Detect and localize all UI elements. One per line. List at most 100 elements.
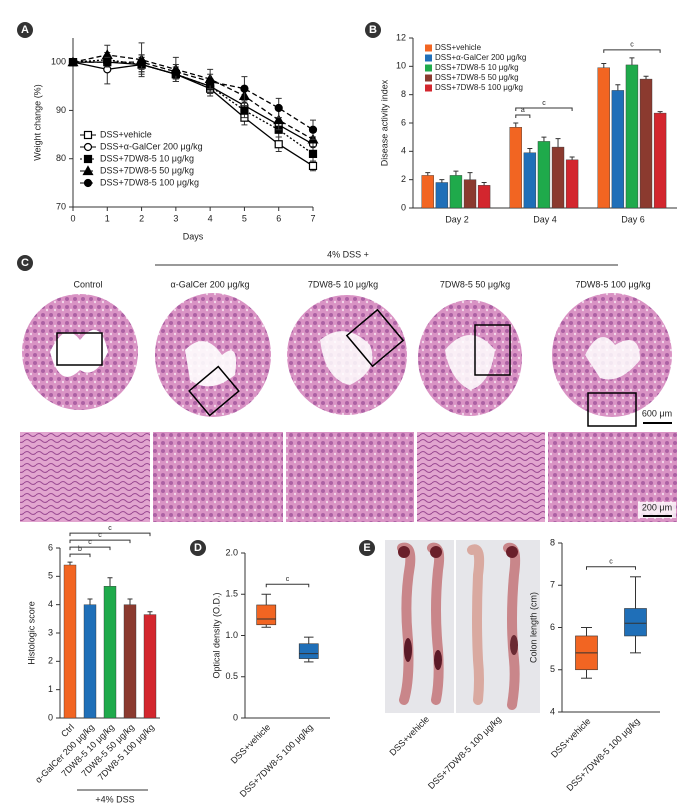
y-axis-label: Optical density (O.D.) — [211, 592, 221, 678]
photo-label: DSS+7DW8-5 100 μg/kg — [426, 714, 503, 791]
x-tick-label: 3 — [173, 213, 178, 223]
bar — [463, 179, 477, 209]
point — [137, 58, 146, 67]
legend-label: DSS+α-GalCer 200 μg/kg — [435, 53, 526, 62]
significance-bracket — [586, 566, 636, 570]
y-tick-label: 5 — [550, 664, 555, 674]
error-bar — [643, 75, 649, 80]
point — [274, 140, 283, 149]
x-tick-label: DSS+vehicle — [549, 716, 593, 760]
bar — [523, 152, 537, 209]
error-bar — [527, 148, 533, 153]
legend-marker — [82, 165, 94, 176]
panel-letter: B — [369, 24, 377, 36]
y-axis-label: Disease activity index — [379, 79, 389, 166]
error-bar — [657, 111, 663, 114]
series-line — [72, 54, 314, 140]
panel-c-badge: C — [17, 255, 33, 271]
error-bar — [127, 598, 133, 605]
box — [298, 643, 319, 659]
y-axis-label: Colon length (cm) — [528, 592, 538, 663]
y-tick-label: 0 — [48, 712, 53, 722]
significance-bracket — [69, 553, 91, 558]
significance-label: b — [78, 546, 82, 553]
bar — [421, 175, 434, 209]
legend-swatch — [425, 54, 432, 62]
bar — [639, 78, 653, 209]
legend-marker — [83, 154, 93, 164]
significance-bracket — [603, 49, 661, 53]
y-tick-label: 7 — [550, 580, 555, 590]
panel-b-badge: B — [365, 22, 381, 38]
significance-label: c — [609, 559, 613, 566]
series-line — [72, 59, 314, 155]
y-tick-label: 2.0 — [225, 547, 238, 557]
error-bar — [615, 84, 621, 91]
significance-bracket — [265, 583, 310, 588]
error-bar — [481, 182, 487, 186]
colon-photo: DSS+vehicle DSS+7DW8-5 100 μg/kg — [385, 540, 540, 791]
bar — [103, 586, 117, 719]
bar — [565, 159, 579, 209]
series-line — [72, 61, 314, 145]
bar — [123, 604, 137, 719]
bar — [143, 614, 157, 719]
y-tick-label: 6 — [550, 622, 555, 632]
legend-label: DSS+vehicle — [435, 43, 482, 52]
significance-label: c — [630, 42, 634, 49]
point — [308, 161, 318, 171]
significance-label: a — [521, 107, 525, 114]
bar — [597, 67, 610, 209]
x-tick-label: 6 — [276, 213, 281, 223]
y-axis-label: Histologic score — [26, 601, 36, 665]
bar — [449, 175, 463, 209]
y-tick-label: 4 — [550, 706, 555, 716]
y-tick-label: 12 — [396, 32, 406, 42]
legend-swatch — [425, 74, 432, 82]
histology-row-high-mag: 200 μm — [20, 432, 677, 522]
error-bar — [87, 598, 93, 605]
x-tick-label: Day 6 — [621, 214, 645, 224]
y-tick-label: 8 — [550, 537, 555, 547]
significance-label: c — [542, 100, 546, 107]
series-line — [73, 61, 314, 131]
x-axis-label: Days — [183, 231, 204, 241]
y-tick-label: 3 — [48, 627, 53, 637]
error-bar — [541, 136, 547, 142]
error-bar — [555, 138, 561, 148]
bar — [611, 90, 625, 209]
point — [274, 103, 283, 113]
column-label: 7DW8-5 100 μg/kg — [575, 279, 650, 289]
error-bar — [425, 172, 431, 176]
significance-bracket — [69, 546, 111, 551]
point — [103, 58, 112, 67]
y-tick-label: 8 — [401, 89, 406, 99]
y-tick-label: 1 — [48, 684, 53, 694]
scale-bar-label: 200 μm — [642, 502, 672, 512]
column-label: 7DW8-5 50 μg/kg — [440, 279, 510, 289]
point — [68, 58, 78, 67]
legend-label: DSS+7DW8-5 100 μg/kg — [435, 83, 523, 92]
legend-label: DSS+7DW8-5 10 μg/kg — [100, 153, 194, 163]
photo-label: DSS+vehicle — [387, 714, 431, 758]
panel-letter: C — [21, 257, 29, 269]
error-bar — [629, 57, 635, 65]
y-tick-label: 5 — [48, 571, 53, 581]
legend-label: DSS+7DW8-5 10 μg/kg — [435, 63, 519, 72]
y-tick-label: 6 — [401, 117, 406, 127]
bar — [477, 185, 491, 209]
y-tick-label: 1.5 — [225, 589, 238, 599]
y-tick-label: 2 — [401, 174, 406, 184]
scale-bar-label: 600 μm — [642, 408, 672, 418]
y-axis-label: Weight change (%) — [32, 84, 42, 160]
bar — [83, 604, 97, 719]
x-tick-label: 0 — [70, 213, 75, 223]
y-tick-label: 2 — [48, 656, 53, 666]
error-bar — [107, 577, 113, 587]
significance-label: c — [286, 576, 290, 583]
panel-e-badge: E — [359, 540, 375, 556]
error-bar — [467, 172, 473, 180]
y-tick-label: 4 — [401, 146, 406, 156]
legend-swatch — [425, 64, 432, 72]
column-label: 7DW8-5 10 μg/kg — [308, 279, 378, 289]
